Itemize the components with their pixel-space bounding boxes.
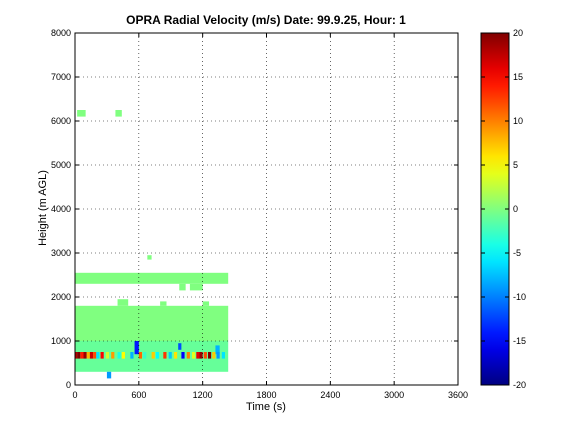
- heatmap-cell: [160, 301, 167, 306]
- heatmap-cell: [215, 345, 220, 355]
- colorbar-tick-label: 15: [513, 72, 523, 82]
- colorbar-tick-label: -5: [513, 248, 521, 258]
- heatmap-cell: [83, 352, 87, 359]
- x-tick-label: 600: [131, 390, 146, 400]
- heatmap-cell: [186, 352, 190, 359]
- colorbar-tick-label: -20: [513, 380, 526, 390]
- heatmap-cell: [203, 352, 207, 359]
- heatmap-cell: [196, 352, 200, 359]
- plot-area: 0 600 1200 1800 2400 3000 3600 0 1000 2000 3000 400…: [51, 28, 468, 400]
- heatmap-cell: [192, 352, 196, 359]
- heatmap-cell: [77, 110, 86, 117]
- heatmap-cell: [117, 299, 129, 306]
- heatmap-cell: [173, 352, 178, 359]
- y-tick-label: 7000: [51, 72, 71, 82]
- colorbar-tick-label: -15: [513, 336, 526, 346]
- heatmap-cell: [75, 305, 229, 341]
- colorbar-tick-label: 5: [513, 160, 518, 170]
- chart-title: OPRA Radial Velocity (m/s) Date: 99.9.25…: [126, 13, 406, 27]
- heatmap-cell: [199, 352, 203, 359]
- x-tick-label: 0: [72, 390, 77, 400]
- heatmap-cell: [80, 352, 84, 359]
- y-tick-label: 8000: [51, 28, 71, 38]
- heatmap-cell: [155, 352, 160, 359]
- x-tick-label: 3000: [384, 390, 404, 400]
- colorbar-tick-label: 0: [513, 204, 518, 214]
- heatmap-cell: [111, 352, 115, 359]
- heatmap-cell: [221, 352, 226, 359]
- heatmap-cell: [181, 352, 185, 359]
- heatmap-cell: [216, 352, 220, 359]
- colorbar-scale: [480, 32, 510, 386]
- colorbar-tick-label: -10: [513, 292, 526, 302]
- heatmap-cell: [143, 352, 147, 359]
- x-axis-label: Time (s): [246, 401, 286, 413]
- y-axis-label: Height (m AGL): [37, 170, 49, 246]
- y-tick-label: 3000: [51, 248, 71, 258]
- colorbar-tick-label: 20: [513, 28, 523, 38]
- x-tick-label: 1800: [256, 390, 276, 400]
- y-tick-label: 0: [66, 380, 71, 390]
- x-tick-label: 3600: [448, 390, 468, 400]
- heatmap-cell: [147, 255, 152, 260]
- x-tick-label: 2400: [320, 390, 340, 400]
- heatmap-cell: [106, 371, 112, 379]
- heatmap-cell: [151, 352, 155, 359]
- heatmap-cell: [100, 352, 104, 359]
- x-tick-label: 1200: [193, 390, 213, 400]
- heatmap-cell: [163, 352, 167, 359]
- heatmap-cell: [179, 283, 186, 291]
- heatmap-cell: [189, 283, 203, 291]
- y-tick-label: 2000: [51, 292, 71, 302]
- y-tick-label: 6000: [51, 116, 71, 126]
- heatmap-cell: [168, 352, 172, 359]
- y-tick-label: 5000: [51, 160, 71, 170]
- heatmap-cell: [138, 352, 143, 359]
- heatmap-cell: [134, 341, 139, 355]
- heatmap-cell: [77, 352, 81, 359]
- heatmap-cell: [115, 110, 122, 117]
- colorbar: -20 -15 -10 -5 0 5 10 15 20: [480, 28, 526, 390]
- heatmap-cell: [130, 352, 134, 359]
- y-tick-label: 4000: [51, 204, 71, 214]
- heatmap-cell: [105, 352, 110, 359]
- heatmap-cell: [212, 352, 216, 359]
- heatmap-cell: [86, 352, 90, 359]
- heatmap-cell: [117, 352, 121, 359]
- heatmap-cell: [178, 343, 182, 350]
- heatmap-cell: [89, 352, 94, 359]
- heatmap-cell: [75, 272, 229, 284]
- heatmap-cell: [207, 352, 212, 359]
- colorbar-tick-label: 10: [513, 116, 523, 126]
- heatmap-cell: [75, 352, 78, 359]
- heatmap-cell: [96, 352, 100, 359]
- heatmap-cell: [202, 301, 210, 306]
- y-tick-label: 1000: [51, 336, 71, 346]
- heatmap-cell: [121, 352, 126, 359]
- heatmap-cell: [93, 352, 97, 359]
